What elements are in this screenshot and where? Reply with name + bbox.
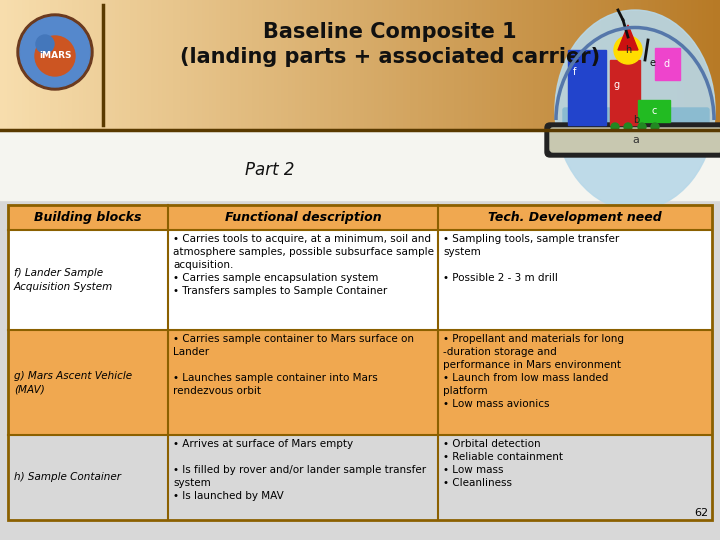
Bar bbox=[8, 205, 712, 520]
Ellipse shape bbox=[555, 10, 715, 210]
Polygon shape bbox=[618, 25, 638, 50]
FancyBboxPatch shape bbox=[563, 108, 709, 132]
Bar bbox=[8, 435, 712, 520]
Text: iMARS: iMARS bbox=[39, 51, 71, 60]
Text: • Sampling tools, sample transfer
system

• Possible 2 - 3 m drill: • Sampling tools, sample transfer system… bbox=[443, 234, 619, 283]
Bar bbox=[638, 100, 670, 122]
Text: f) Lander Sample
Acquisition System: f) Lander Sample Acquisition System bbox=[14, 268, 113, 292]
Circle shape bbox=[36, 35, 54, 53]
Text: • Orbital detection
• Reliable containment
• Low mass
• Cleanliness: • Orbital detection • Reliable containme… bbox=[443, 439, 563, 488]
Text: g: g bbox=[613, 80, 619, 90]
Bar bbox=[655, 48, 680, 80]
FancyBboxPatch shape bbox=[550, 128, 720, 152]
Circle shape bbox=[651, 123, 659, 131]
Circle shape bbox=[17, 14, 93, 90]
Text: a: a bbox=[633, 135, 639, 145]
Bar bbox=[0, 130, 720, 200]
Bar bbox=[568, 50, 606, 125]
Text: f: f bbox=[573, 67, 577, 77]
Text: b: b bbox=[633, 115, 639, 125]
Circle shape bbox=[638, 123, 646, 131]
Text: h: h bbox=[625, 45, 631, 55]
Text: • Arrives at surface of Mars empty

• Is filled by rover and/or lander sample tr: • Arrives at surface of Mars empty • Is … bbox=[173, 439, 426, 501]
Text: • Carries sample container to Mars surface on
Lander

• Launches sample containe: • Carries sample container to Mars surfa… bbox=[173, 334, 414, 396]
Circle shape bbox=[624, 123, 632, 131]
Circle shape bbox=[611, 123, 619, 131]
Text: e: e bbox=[649, 58, 655, 68]
Text: h) Sample Container: h) Sample Container bbox=[14, 472, 121, 483]
Text: Part 2: Part 2 bbox=[246, 161, 294, 179]
Text: d: d bbox=[664, 59, 670, 69]
Text: 62: 62 bbox=[694, 508, 708, 518]
Bar bbox=[8, 205, 712, 230]
Circle shape bbox=[35, 36, 75, 76]
Circle shape bbox=[614, 36, 642, 64]
Circle shape bbox=[20, 17, 90, 87]
Text: Building blocks: Building blocks bbox=[35, 211, 142, 224]
Bar bbox=[610, 60, 640, 125]
FancyBboxPatch shape bbox=[545, 123, 720, 157]
Text: (landing parts + associated carrier): (landing parts + associated carrier) bbox=[180, 47, 600, 67]
Text: g) Mars Ascent Vehicle
(MAV): g) Mars Ascent Vehicle (MAV) bbox=[14, 371, 132, 394]
Text: • Carries tools to acquire, at a minimum, soil and
atmosphere samples, possible : • Carries tools to acquire, at a minimum… bbox=[173, 234, 434, 296]
Text: Functional description: Functional description bbox=[225, 211, 382, 224]
Text: c: c bbox=[652, 106, 657, 116]
Bar bbox=[8, 230, 712, 330]
Text: Tech. Development need: Tech. Development need bbox=[488, 211, 662, 224]
Text: • Propellant and materials for long
-duration storage and
performance in Mars en: • Propellant and materials for long -dur… bbox=[443, 334, 624, 409]
Bar bbox=[8, 330, 712, 435]
Text: Baseline Composite 1: Baseline Composite 1 bbox=[264, 22, 517, 42]
